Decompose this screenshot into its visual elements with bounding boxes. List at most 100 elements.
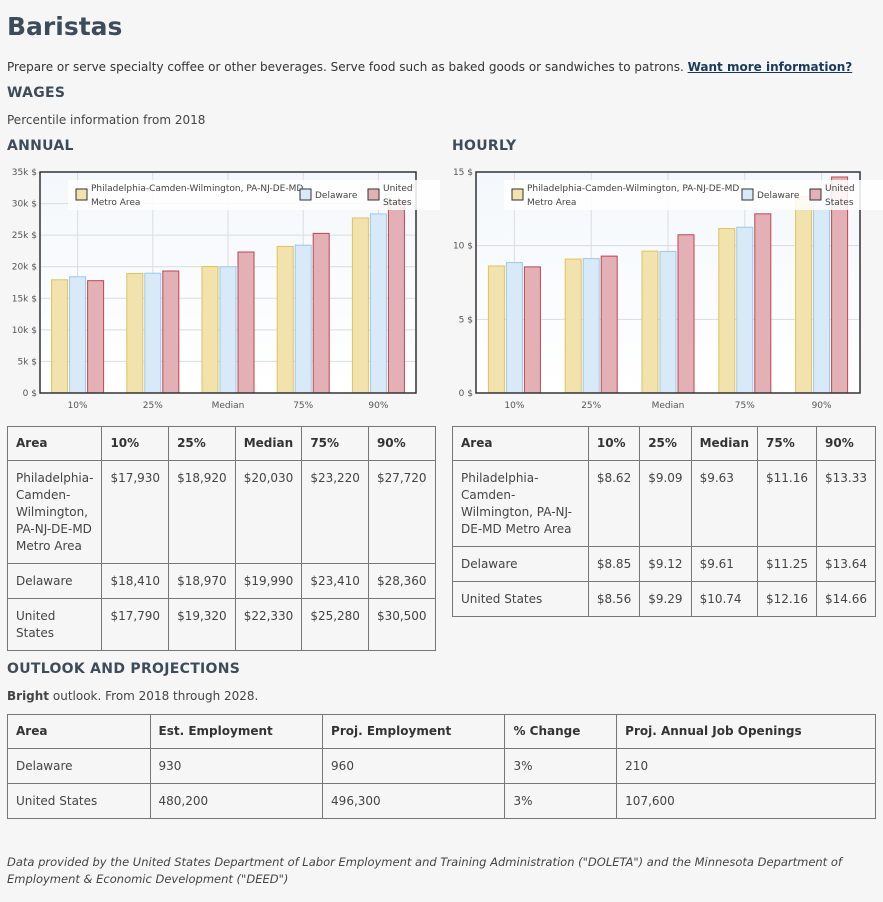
hourly-value-cell: $12.16 bbox=[757, 581, 817, 617]
hourly-value-cell: $8.56 bbox=[587, 581, 641, 617]
bar-philadelphia bbox=[126, 273, 144, 394]
hourly-area-cell: Delaware bbox=[452, 546, 589, 582]
x-tick-label: 10% bbox=[504, 401, 524, 411]
annual-value-cell: $18,970 bbox=[168, 563, 236, 599]
annual-value-cell: $28,360 bbox=[367, 563, 436, 599]
x-tick-label: 25% bbox=[143, 401, 163, 411]
annual-col-header: 10% bbox=[101, 426, 170, 461]
hourly-value-cell: $14.66 bbox=[816, 581, 876, 617]
outlook-col-header: % Change bbox=[504, 714, 618, 749]
bar-delaware bbox=[659, 250, 677, 394]
bar-delaware bbox=[582, 258, 600, 394]
bar-delaware bbox=[219, 266, 237, 394]
annual-value-cell: $18,410 bbox=[101, 563, 170, 599]
annual-value-cell: $17,930 bbox=[101, 460, 170, 564]
hourly-value-cell: $9.29 bbox=[639, 581, 692, 617]
hourly-row: United States $8.56 $9.29 $10.74 $12.16 $14.6… bbox=[452, 581, 876, 617]
annual-chart-svg: 0 $ 5k $ 10k $ 15k $ 20k $ 25k $ 30k $ 35k $ 10%… bbox=[12, 168, 458, 411]
annual-value-cell: $23,410 bbox=[301, 563, 369, 599]
bar-united-states bbox=[387, 199, 405, 394]
outlook-cell: 210 bbox=[616, 748, 876, 784]
bar-united-states bbox=[600, 255, 618, 394]
outlook-table: Area Est. Employment Proj. Employment% Cha… bbox=[7, 714, 876, 819]
y-tick-label: 25k $ bbox=[12, 231, 37, 241]
bar-united-states bbox=[523, 266, 541, 394]
plot-frame bbox=[475, 171, 861, 394]
y-tick-label: 20k $ bbox=[12, 263, 37, 273]
legend-label: States bbox=[825, 198, 854, 208]
annual-area-cell: Delaware bbox=[6, 563, 103, 599]
bar-delaware bbox=[69, 276, 87, 394]
x-tick-label: Median bbox=[212, 401, 245, 411]
legend-label: Delaware bbox=[315, 191, 358, 201]
hourly-value-cell: $11.25 bbox=[757, 546, 817, 582]
annual-value-cell: $18,920 bbox=[168, 460, 236, 564]
bar-delaware bbox=[144, 272, 162, 394]
y-tick-label: 5 $ bbox=[459, 315, 473, 325]
outlook-col-header: Proj. Annual Job Openings bbox=[616, 714, 876, 749]
x-tick-label: 90% bbox=[812, 401, 832, 411]
outlook-header-row: Area Est. Employment Proj. Employment% Cha… bbox=[7, 714, 876, 749]
legend-background bbox=[68, 180, 458, 210]
annual-value-cell: $23,220 bbox=[301, 460, 369, 564]
x-tick-label: 25% bbox=[581, 401, 601, 411]
hourly-chart-svg: 0 $ 5 $ 10 $ 15 $ 10% 25% Median 75% 90% Philadel… bbox=[453, 168, 883, 411]
outlook-cell: 107,600 bbox=[616, 783, 876, 819]
data-source-footer: Data provided by the United States Depar… bbox=[7, 855, 842, 886]
outlook-cell: 930 bbox=[149, 748, 324, 784]
wages-heading: WAGES bbox=[7, 85, 66, 101]
hourly-value-cell: $8.85 bbox=[587, 546, 641, 582]
bar-united-states bbox=[237, 251, 255, 394]
outlook-cell: 496,300 bbox=[322, 783, 506, 819]
annual-value-cell: $25,280 bbox=[301, 598, 369, 651]
x-tick-label: Median bbox=[652, 401, 685, 411]
more-info-link[interactable]: Want more information? bbox=[687, 60, 853, 74]
x-tick-label: 75% bbox=[293, 401, 313, 411]
hourly-col-header: 75% bbox=[757, 426, 817, 461]
annual-value-cell: $19,320 bbox=[168, 598, 236, 651]
hourly-col-header: Median bbox=[690, 426, 759, 461]
chart-legend: Philadelphia-Camden-Wilmington, PA-NJ-DE… bbox=[68, 180, 458, 210]
hourly-value-cell: $9.12 bbox=[639, 546, 692, 582]
bar-delaware bbox=[369, 213, 387, 394]
outlook-col-header: Area bbox=[7, 714, 151, 749]
hourly-row: Philadelphia-Camden-Wilmington, PA-NJ-DE… bbox=[452, 460, 876, 547]
legend-label: Metro Area bbox=[527, 198, 576, 208]
outlook-cell: Delaware bbox=[7, 748, 151, 784]
hourly-value-cell: $13.64 bbox=[816, 546, 876, 582]
outlook-heading: OUTLOOK AND PROJECTIONS bbox=[7, 661, 241, 677]
bar-philadelphia bbox=[351, 217, 369, 394]
x-tick-label: 90% bbox=[368, 401, 388, 411]
hourly-value-cell: $9.63 bbox=[690, 460, 759, 547]
occupation-description: Prepare or serve specialty coffee or oth… bbox=[7, 60, 852, 74]
hourly-wage-table: Area 10% 25% Median 75% 90% Philadelphia-Camde… bbox=[452, 426, 876, 617]
annual-value-cell: $30,500 bbox=[367, 598, 436, 651]
legend-label: United bbox=[825, 184, 855, 194]
y-tick-label: 30k $ bbox=[12, 200, 37, 210]
y-tick-label: 15k $ bbox=[12, 294, 37, 304]
hourly-heading: HOURLY bbox=[452, 138, 517, 154]
plot-frame bbox=[39, 171, 417, 394]
legend-swatch bbox=[511, 188, 524, 201]
annual-area-cell: Philadelphia-Camden-Wilmington, PA-NJ-DE… bbox=[6, 460, 103, 564]
annual-value-cell: $27,720 bbox=[367, 460, 436, 564]
x-tick-label: 10% bbox=[68, 401, 88, 411]
hourly-col-header: Area bbox=[452, 426, 589, 461]
bar-philadelphia bbox=[276, 245, 294, 394]
legend-swatch bbox=[741, 188, 754, 201]
annual-col-header: Median bbox=[234, 426, 303, 461]
bar-philadelphia bbox=[718, 228, 736, 394]
legend-swatch bbox=[75, 188, 88, 201]
bar-united-states bbox=[677, 234, 695, 394]
annual-heading: ANNUAL bbox=[7, 138, 74, 154]
outlook-cell: 3% bbox=[504, 783, 618, 819]
annual-value-cell: $19,990 bbox=[234, 563, 303, 599]
legend-label: Delaware bbox=[757, 191, 800, 201]
bar-delaware bbox=[736, 226, 754, 394]
page-title: Baristas bbox=[7, 12, 123, 41]
y-tick-label: 15 $ bbox=[453, 168, 473, 178]
legend-label: Philadelphia-Camden-Wilmington, PA-NJ-DE… bbox=[91, 184, 303, 194]
annual-col-header: 75% bbox=[301, 426, 369, 461]
outlook-text: outlook. From 2018 through 2028. bbox=[52, 689, 259, 703]
legend-swatch bbox=[809, 188, 822, 201]
